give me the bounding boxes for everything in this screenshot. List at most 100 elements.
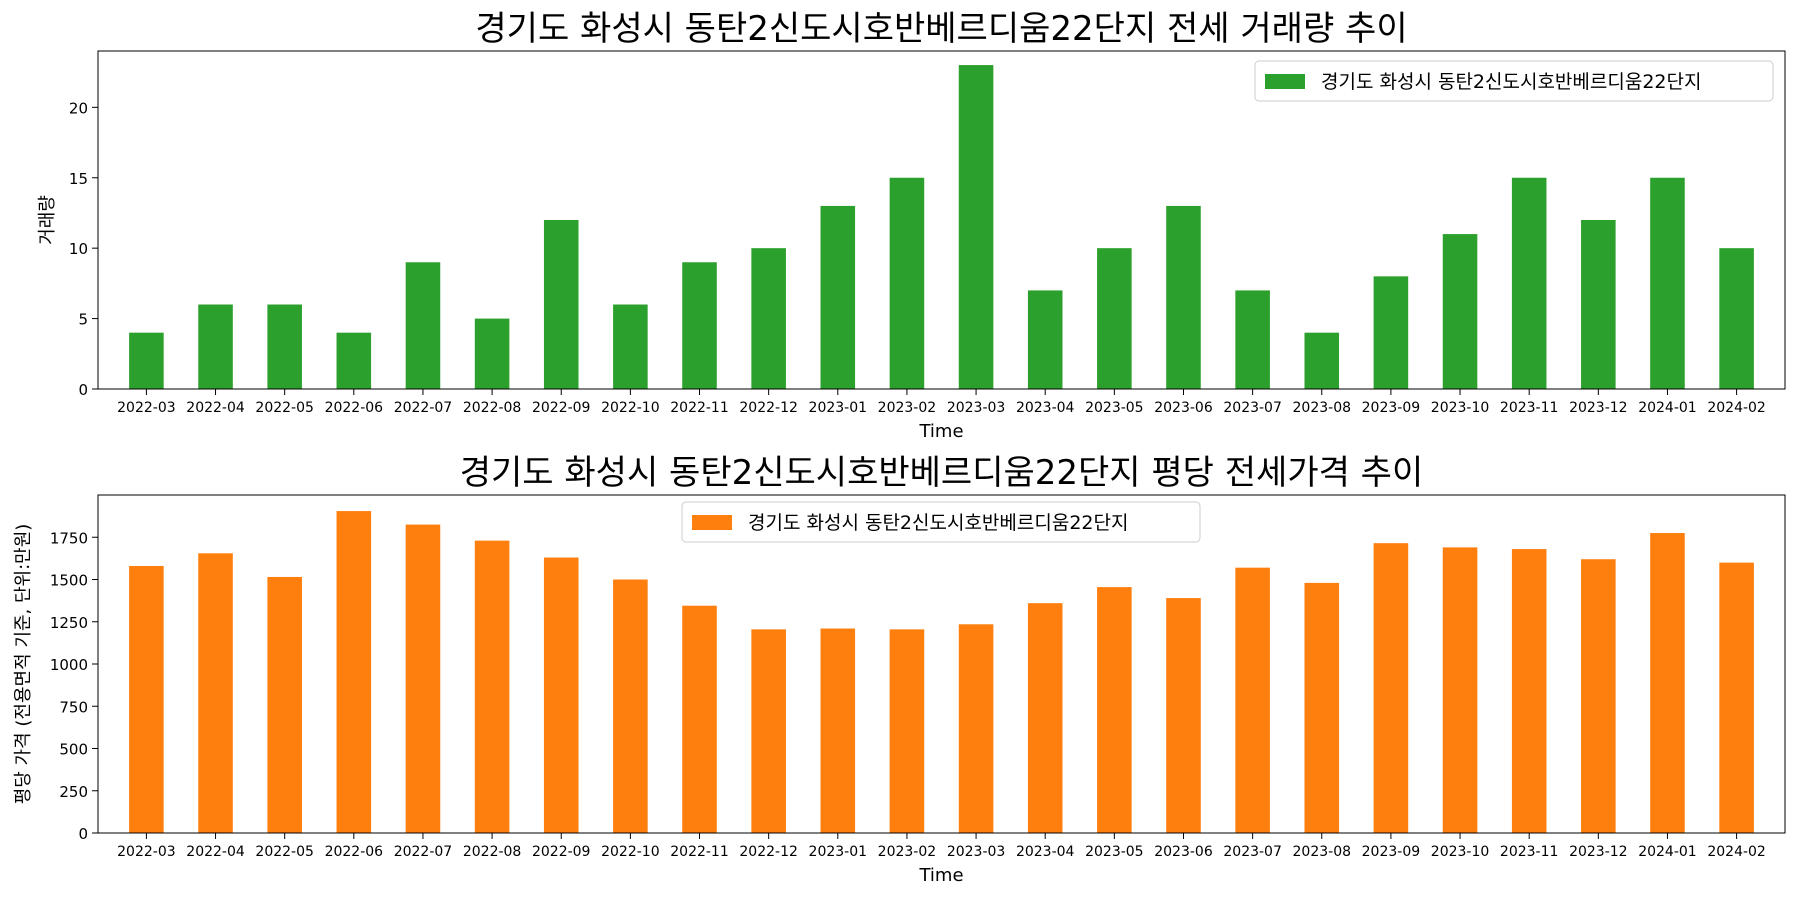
x-tick-label: 2022-06 (325, 400, 384, 416)
x-tick-label: 2022-10 (601, 844, 660, 860)
legend-box (681, 501, 1201, 543)
price-per-pyeong-chart: 경기도 화성시 동탄2신도시호반베르디움22단지 평당 전세가격 추이 0 250 5… (13, 453, 1786, 886)
bar-2024-01 (1650, 177, 1685, 389)
bar-2022-06 (336, 332, 372, 389)
x-tick-label: 2023-05 (1085, 844, 1144, 860)
y-axis-label: 평당 가격 (전용면적 기준, 단위:만원) (13, 524, 34, 805)
x-tick-label: 2023-02 (878, 400, 937, 416)
bar-2023-05 (1097, 248, 1132, 389)
x-tick-label: 2023-04 (1016, 400, 1075, 416)
bar-2023-10 (1442, 234, 1478, 389)
x-tick-label: 2023-01 (809, 844, 868, 860)
x-tick-label: 2023-03 (947, 400, 1006, 416)
bar-2023-04 (1027, 603, 1063, 833)
x-tick-label: 2023-01 (809, 400, 868, 416)
x-tick-label: 2022-11 (670, 400, 729, 416)
bar-2022-06 (336, 511, 372, 833)
x-tick-label: 2022-05 (255, 400, 314, 416)
bar-2023-06 (1166, 205, 1201, 389)
y-tick-label: 10 (69, 240, 88, 258)
x-tick-label: 2023-06 (1154, 400, 1213, 416)
x-tick-label: 2023-08 (1293, 400, 1352, 416)
bar-2022-05 (267, 304, 302, 389)
bar-2023-10 (1442, 547, 1478, 833)
bar-2022-04 (198, 553, 233, 833)
x-tick-label: 2023-12 (1569, 400, 1628, 416)
x-tick-label: 2022-12 (739, 844, 798, 860)
bar-2024-02 (1719, 562, 1754, 833)
bar-2023-04 (1027, 290, 1063, 389)
x-tick-label: 2023-11 (1500, 844, 1559, 860)
x-tick-label: 2023-12 (1569, 844, 1628, 860)
bar-2024-01 (1650, 533, 1685, 833)
x-tick-label: 2022-09 (532, 400, 591, 416)
bar-2023-09 (1373, 276, 1409, 389)
bar-2023-09 (1373, 543, 1409, 833)
x-tick-label: 2023-10 (1431, 400, 1490, 416)
x-tick-label: 2023-07 (1223, 400, 1282, 416)
bar-2023-08 (1304, 582, 1340, 833)
y-tick-label: 5 (78, 311, 88, 329)
y-tick-label: 0 (78, 381, 88, 399)
bar-2023-12 (1581, 559, 1616, 833)
bar-2023-12 (1581, 220, 1616, 389)
bar-2023-03 (958, 624, 994, 833)
y-tick-label: 15 (69, 170, 88, 188)
x-tick-label: 2023-04 (1016, 844, 1075, 860)
bar-2023-11 (1511, 177, 1547, 389)
bar-2023-01 (820, 205, 856, 389)
x-tick-label: 2022-06 (325, 844, 384, 860)
x-tick-label: 2022-04 (186, 400, 245, 416)
y-tick-label: 250 (59, 783, 88, 801)
bar-2022-11 (682, 605, 717, 833)
chart-title: 경기도 화성시 동탄2신도시호반베르디움22단지 전세 거래량 추이 (475, 9, 1407, 49)
bar-2022-04 (198, 304, 233, 389)
bar-2022-07 (405, 524, 441, 833)
x-tick-label: 2022-10 (601, 400, 660, 416)
bar-2023-07 (1235, 567, 1270, 833)
legend-label: 경기도 화성시 동탄2신도시호반베르디움22단지 (1321, 71, 1701, 93)
x-tick-label: 2024-01 (1638, 400, 1697, 416)
x-tick-label: 2022-11 (670, 844, 729, 860)
x-tick-label: 2022-07 (394, 400, 453, 416)
bar-2022-10 (613, 304, 648, 389)
x-tick-label: 2024-02 (1707, 844, 1766, 860)
bar-2023-05 (1097, 587, 1132, 833)
bar-2022-09 (543, 220, 579, 389)
x-tick-label: 2023-11 (1500, 400, 1559, 416)
bar-2022-10 (613, 579, 648, 833)
y-tick-label: 0 (78, 825, 88, 843)
y-tick-label: 1250 (50, 614, 88, 632)
legend-swatch (1265, 74, 1305, 89)
x-tick-label: 2022-08 (463, 844, 522, 860)
bar-2024-02 (1719, 248, 1754, 389)
bar-2022-11 (682, 262, 717, 389)
x-tick-label: 2023-08 (1293, 844, 1352, 860)
x-tick-label: 2022-05 (255, 844, 314, 860)
transaction-volume-chart: 경기도 화성시 동탄2신도시호반베르디움22단지 전세 거래량 추이 0 5 10 15… (37, 9, 1786, 442)
bar-2023-02 (889, 177, 925, 389)
x-axis-label: Time (918, 865, 963, 886)
bar-2022-03 (129, 332, 164, 389)
x-tick-label: 2024-02 (1707, 400, 1766, 416)
chart-title: 경기도 화성시 동탄2신도시호반베르디움22단지 평당 전세가격 추이 (460, 453, 1424, 493)
x-tick-label: 2022-03 (117, 844, 176, 860)
bar-2022-08 (474, 318, 510, 389)
x-tick-label: 2023-07 (1223, 844, 1282, 860)
bar-2022-12 (751, 629, 786, 833)
bar-2022-09 (543, 557, 579, 833)
x-tick-label: 2022-09 (532, 844, 591, 860)
x-tick-label: 2023-09 (1362, 400, 1421, 416)
legend-swatch (692, 515, 732, 530)
x-tick-label: 2023-09 (1362, 844, 1421, 860)
x-tick-label: 2023-02 (878, 844, 937, 860)
bar-2022-05 (267, 576, 302, 833)
x-tick-label: 2022-04 (186, 844, 245, 860)
y-axis-label: 거래량 (37, 195, 58, 245)
bar-2023-08 (1304, 332, 1340, 389)
x-tick-label: 2022-03 (117, 400, 176, 416)
bar-2023-01 (820, 628, 856, 833)
legend: 경기도 화성시 동탄2신도시호반베르디움22단지 (1254, 60, 1774, 102)
bar-2023-06 (1166, 598, 1201, 833)
